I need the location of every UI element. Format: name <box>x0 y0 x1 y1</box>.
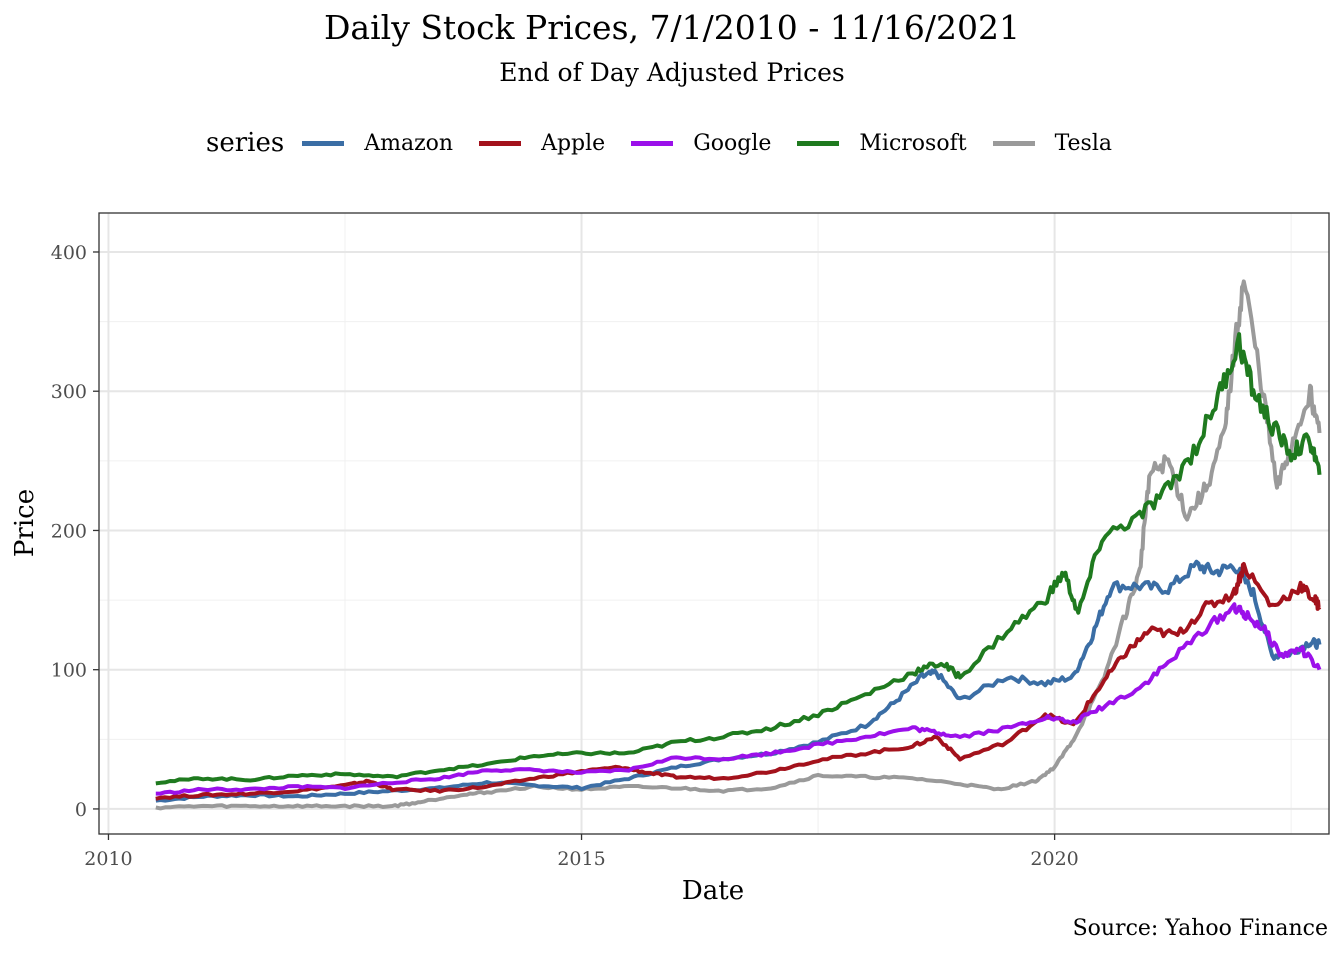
y-tick-label: 0 <box>75 799 87 821</box>
legend-item-amazon: Amazon <box>302 131 453 156</box>
legend: series Amazon Apple Google Microsoft Tes… <box>0 128 1344 158</box>
legend-key-amazon <box>302 140 345 146</box>
y-axis-label: Price <box>10 489 40 557</box>
y-tick-label: 400 <box>51 242 87 264</box>
chart-title: Daily Stock Prices, 7/1/2010 - 11/16/202… <box>323 8 1021 47</box>
legend-key-apple <box>479 140 522 146</box>
x-tick-label: 2020 <box>1030 848 1078 870</box>
x-tick-label: 2015 <box>557 848 605 870</box>
legend-label-apple: Apple <box>541 130 606 156</box>
legend-item-google: Google <box>631 131 771 156</box>
legend-label-microsoft: Microsoft <box>859 130 967 156</box>
legend-item-tesla: Tesla <box>992 130 1112 156</box>
legend-item-microsoft: Microsoft <box>797 130 967 156</box>
legend-item-apple: Apple <box>479 131 605 156</box>
plot-border <box>98 212 1330 835</box>
chart-subtitle: End of Day Adjusted Prices <box>499 58 845 87</box>
legend-label-google: Google <box>693 130 772 156</box>
source-caption: Source: Yahoo Finance <box>1072 916 1328 941</box>
series-line-google <box>155 602 1322 796</box>
legend-label-amazon: Amazon <box>364 130 454 156</box>
grid-lines <box>99 213 1329 834</box>
y-tick-label: 100 <box>51 660 87 682</box>
series-lines <box>155 279 1322 811</box>
legend-key-tesla <box>992 140 1035 146</box>
y-tick-label: 200 <box>51 520 87 542</box>
series-line-apple <box>155 562 1322 801</box>
axis-ticks: 2010 2015 2020 0 100 200 300 400 <box>51 242 1079 870</box>
x-tick-label: 2010 <box>84 848 132 870</box>
x-axis-label: Date <box>682 876 744 906</box>
y-tick-label: 300 <box>51 381 87 403</box>
legend-label-tesla: Tesla <box>1054 130 1112 156</box>
legend-title: series <box>206 128 285 158</box>
legend-key-microsoft <box>797 140 840 146</box>
series-line-tesla <box>155 279 1322 811</box>
series-line-microsoft <box>155 332 1322 786</box>
plot-panel <box>99 213 1329 834</box>
legend-key-google <box>631 140 674 146</box>
